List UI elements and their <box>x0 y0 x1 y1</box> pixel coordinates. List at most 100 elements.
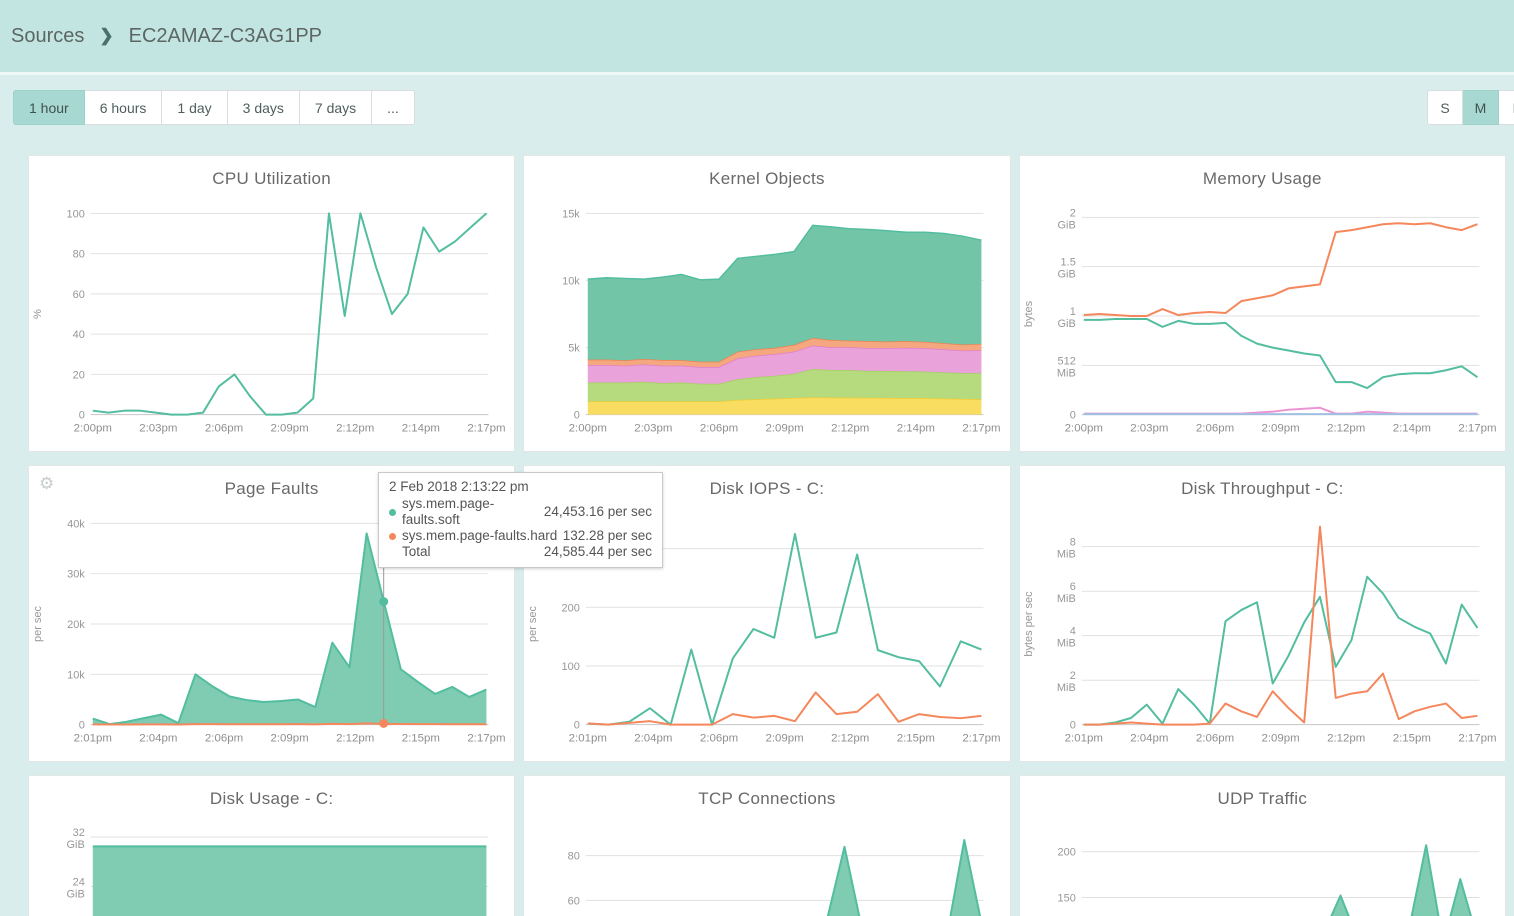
chart-title: Disk IOPS - C: <box>709 479 825 498</box>
tooltip-row: Total 24,585.44 per sec <box>389 544 652 560</box>
svg-text:GiB: GiB <box>1057 318 1075 330</box>
chart-tooltip: 2 Feb 2018 2:13:22 pm sys.mem.page-fault… <box>378 472 663 568</box>
svg-text:2:12pm: 2:12pm <box>831 423 869 435</box>
cpu-utilization-chart[interactable]: 100 80 60 40 20 02:00pm 2:03pm 2:06pm 2:09pm 2:12… <box>29 189 514 448</box>
svg-text:2:12pm: 2:12pm <box>1327 733 1365 745</box>
svg-text:200: 200 <box>562 602 580 614</box>
chart-card-cpu-utilization: CPU Utilization 100 80 60 40 20 0 2:00pm 2:03pm… <box>28 155 516 452</box>
svg-text:2:15pm: 2:15pm <box>897 733 935 745</box>
svg-text:2: 2 <box>1069 670 1075 682</box>
range-button-3-days[interactable]: 3 days <box>227 90 300 125</box>
svg-text:2:17pm: 2:17pm <box>1458 733 1496 745</box>
svg-text:10k: 10k <box>562 275 580 287</box>
kernel-objects-chart[interactable]: 15k 10k 5k 02:00pm 2:03pm 2:06pm 2:09pm 2:12pm 2… <box>524 189 1009 448</box>
tooltip-row: sys.mem.page-faults.hard 132.28 per sec <box>389 528 652 544</box>
page-faults-chart[interactable]: 40k 30k 20k 10k 02:01pm 2:04pm 2:06pm 2:09pm 2:1… <box>29 499 514 758</box>
chart-title: Page Faults <box>224 479 319 498</box>
svg-text:150: 150 <box>1057 892 1075 904</box>
chart-settings-gear-icon[interactable]: ⚙ <box>39 474 55 494</box>
svg-text:2:00pm: 2:00pm <box>74 423 112 435</box>
svg-text:2:03pm: 2:03pm <box>635 423 673 435</box>
svg-text:GiB: GiB <box>1057 269 1075 281</box>
chart-card-kernel-objects: Kernel Objects 15k 10k 5k 0 2:00pm 2:03pm 2:06… <box>523 155 1011 452</box>
svg-text:2:15pm: 2:15pm <box>1392 733 1430 745</box>
svg-text:2:12pm: 2:12pm <box>336 423 374 435</box>
svg-text:per sec: per sec <box>527 606 539 642</box>
svg-text:2:12pm: 2:12pm <box>831 733 869 745</box>
svg-text:bytes: bytes <box>1023 300 1035 327</box>
svg-text:24: 24 <box>73 876 85 888</box>
svg-text:0: 0 <box>79 410 85 422</box>
disk-iops-c-chart[interactable]: 30020010002:01pm2:04pm2:06pm2:09pm2:12pm… <box>524 499 1009 758</box>
svg-text:2:06pm: 2:06pm <box>1196 423 1234 435</box>
svg-text:2:04pm: 2:04pm <box>635 733 673 745</box>
svg-text:20k: 20k <box>67 619 85 631</box>
svg-text:60: 60 <box>73 289 85 301</box>
svg-text:1.5: 1.5 <box>1060 257 1075 269</box>
svg-text:per sec: per sec <box>32 606 44 642</box>
time-range-group: 1 hour 6 hours 1 day 3 days 7 days... <box>13 90 415 125</box>
chart-title: Kernel Objects <box>709 169 825 188</box>
svg-text:8: 8 <box>1069 537 1075 549</box>
svg-text:15k: 15k <box>562 208 580 220</box>
svg-text:2:03pm: 2:03pm <box>1130 423 1168 435</box>
tooltip-timestamp: 2 Feb 2018 2:13:22 pm <box>389 479 529 494</box>
range-button-7-days[interactable]: 7 days <box>299 90 373 125</box>
size-button-l[interactable]: L <box>1499 90 1514 125</box>
svg-text:40k: 40k <box>67 518 85 530</box>
svg-text:0: 0 <box>574 410 580 422</box>
size-button-m[interactable]: M <box>1463 90 1499 125</box>
charts-grid: CPU Utilization 100 80 60 40 20 0 2:00pm 2:03pm… <box>28 155 1506 916</box>
svg-text:2:09pm: 2:09pm <box>766 733 804 745</box>
svg-text:2:17pm: 2:17pm <box>963 733 1001 745</box>
series-dot-icon <box>389 532 396 540</box>
chart-card-tcp-connections: TCP Connections 8060402002:00pm2:03pm2:0… <box>523 775 1011 916</box>
range-button-[interactable]: ... <box>372 90 415 125</box>
chart-card-disk-usage-c: Disk Usage - C: 32GiB24GiB16GiB8GiB02:00… <box>28 775 516 916</box>
tooltip-row: sys.mem.page-faults.soft 24,453.16 per se… <box>389 496 652 528</box>
range-button-1-hour[interactable]: 1 hour <box>13 90 85 125</box>
svg-text:4: 4 <box>1069 626 1075 638</box>
size-button-s[interactable]: S <box>1427 90 1463 125</box>
chart-card-disk-throughput-c: Disk Throughput - C: 8 MiB 6 MiB 4 MiB 2 MiB 0 2:… <box>1018 465 1506 762</box>
tcp-connections-chart[interactable]: 8060402002:00pm2:03pm2:06pm2:09pm2:12pm2… <box>524 809 1009 916</box>
chart-title: Disk Throughput - C: <box>1181 479 1344 498</box>
svg-text:MiB: MiB <box>1057 682 1076 694</box>
breadcrumb-current-source: EC2AMAZ-C3AG1PP <box>128 24 323 47</box>
svg-text:2:14pm: 2:14pm <box>897 423 935 435</box>
svg-text:32: 32 <box>73 827 85 839</box>
svg-text:GiB: GiB <box>67 839 85 851</box>
disk-usage-c-chart[interactable]: 32GiB24GiB16GiB8GiB02:00pm2:03pm2:06pm2:… <box>29 809 514 916</box>
tooltip-series-value: 24,585.44 per sec <box>543 544 652 559</box>
svg-text:1: 1 <box>1069 306 1075 318</box>
range-button-1-day[interactable]: 1 day <box>162 90 228 125</box>
svg-text:100: 100 <box>562 661 580 673</box>
svg-text:2:04pm: 2:04pm <box>1130 733 1168 745</box>
tooltip-series-value: 24,453.16 per sec <box>543 504 652 519</box>
svg-text:0: 0 <box>1069 720 1075 732</box>
chart-card-udp-traffic: UDP Traffic 2001501005002:00pm2:03pm2:06… <box>1018 775 1506 916</box>
tooltip-series-label: sys.mem.page-faults.soft <box>402 496 495 527</box>
svg-text:2:09pm: 2:09pm <box>766 423 804 435</box>
svg-text:GiB: GiB <box>1057 219 1075 231</box>
udp-traffic-chart[interactable]: 2001501005002:00pm2:03pm2:06pm2:09pm2:12… <box>1020 809 1505 916</box>
svg-text:2: 2 <box>1069 207 1075 219</box>
range-button-6-hours[interactable]: 6 hours <box>84 90 163 125</box>
svg-text:%: % <box>32 309 44 319</box>
tooltip-series-label: sys.mem.page-faults.hard <box>402 528 558 543</box>
svg-text:20: 20 <box>73 369 85 381</box>
page-header: Sources ❯ EC2AMAZ-C3AG1PP <box>0 0 1514 75</box>
svg-text:2:09pm: 2:09pm <box>1261 733 1299 745</box>
breadcrumb-sources-link[interactable]: Sources <box>11 24 85 47</box>
svg-text:2:17pm: 2:17pm <box>1458 423 1496 435</box>
svg-text:2:17pm: 2:17pm <box>467 423 505 435</box>
series-dot-icon <box>389 508 396 516</box>
svg-text:2:01pm: 2:01pm <box>569 733 607 745</box>
svg-text:MiB: MiB <box>1057 549 1076 561</box>
svg-text:2:17pm: 2:17pm <box>963 423 1001 435</box>
svg-text:512: 512 <box>1057 355 1075 367</box>
svg-text:2:04pm: 2:04pm <box>139 733 177 745</box>
